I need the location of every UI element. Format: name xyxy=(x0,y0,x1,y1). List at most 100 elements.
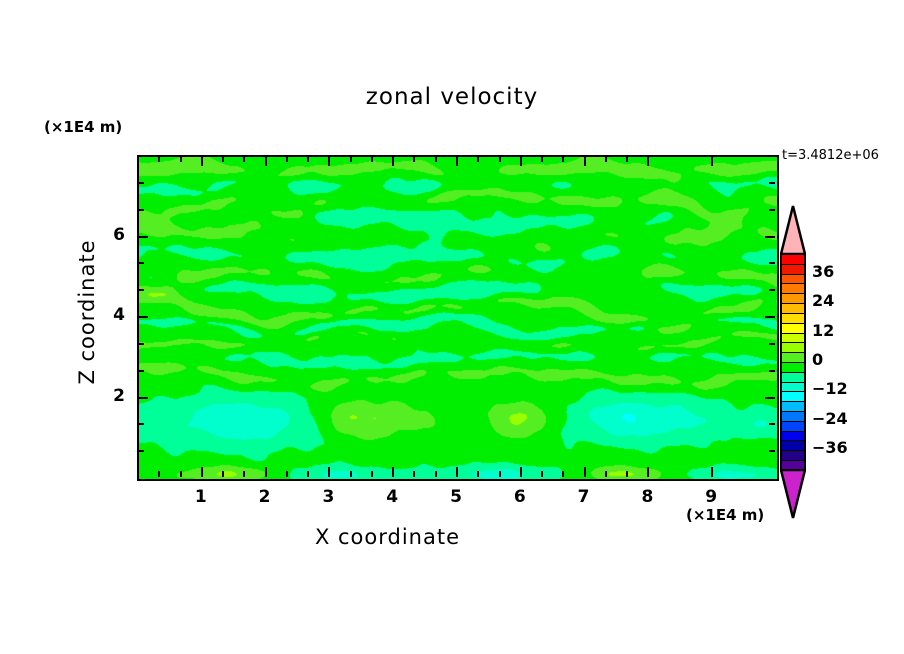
colorbar-bottom-arrow-icon xyxy=(779,468,807,519)
x-axis-title: X coordinate xyxy=(314,525,461,549)
y-major-tick xyxy=(138,396,148,399)
y-minor-tick xyxy=(138,369,144,372)
x-major-tick xyxy=(583,467,586,477)
x-major-tick xyxy=(328,467,331,477)
x-minor-tick xyxy=(243,471,246,477)
y-minor-tick-right xyxy=(769,369,775,372)
colorbar-tick-label: −24 xyxy=(812,408,848,428)
colorbar-swatch xyxy=(782,284,804,295)
x-major-tick xyxy=(519,467,522,477)
y-minor-tick xyxy=(138,181,144,184)
colorbar-swatch xyxy=(782,294,804,305)
y-minor-tick xyxy=(138,342,144,345)
y-major-tick xyxy=(138,316,148,318)
x-major-tick xyxy=(711,467,714,477)
colorbar-tick-label: −12 xyxy=(812,379,848,399)
x-major-tick-top xyxy=(711,156,714,166)
y-minor-tick-right xyxy=(769,181,775,184)
x-minor-tick-top xyxy=(307,156,310,162)
x-axis-unit-label: (×1E4 m) xyxy=(686,506,765,524)
y-minor-tick-right xyxy=(769,208,775,211)
colorbar-tick-label: 12 xyxy=(812,320,835,340)
contour-plot-area[interactable] xyxy=(137,155,779,481)
x-minor-tick-top xyxy=(285,156,288,162)
x-major-tick-top xyxy=(200,156,203,166)
x-major-tick xyxy=(392,467,395,477)
colorbar-tick-label: 36 xyxy=(812,261,835,281)
colorbar-swatch xyxy=(782,304,804,314)
x-minor-tick-top xyxy=(477,156,480,162)
x-tick-label: 7 xyxy=(577,487,590,507)
x-tick-label: 2 xyxy=(258,487,271,507)
colorbar-swatch xyxy=(782,274,804,285)
x-minor-tick xyxy=(477,471,480,477)
x-minor-tick xyxy=(370,471,373,477)
x-minor-tick xyxy=(626,471,629,477)
x-minor-tick-top xyxy=(349,156,352,162)
y-major-tick-right xyxy=(765,316,775,318)
colorbar-top-arrow-icon xyxy=(779,205,807,256)
x-minor-tick xyxy=(158,471,161,477)
x-minor-tick-top xyxy=(222,156,225,162)
y-major-tick-right xyxy=(765,235,775,238)
x-major-tick xyxy=(456,467,458,477)
x-major-tick-top xyxy=(647,156,650,166)
x-tick-label: 1 xyxy=(194,487,207,507)
x-minor-tick xyxy=(541,471,544,477)
x-minor-tick xyxy=(604,471,607,477)
x-minor-tick xyxy=(179,471,182,477)
colorbar-swatch xyxy=(782,382,804,393)
x-minor-tick xyxy=(222,471,225,477)
colorbar-swatch xyxy=(782,421,804,432)
y-tick-label: 4 xyxy=(113,305,125,325)
x-major-tick xyxy=(264,467,267,477)
colorbar-tick-label: −36 xyxy=(812,438,848,458)
colorbar-swatch xyxy=(782,412,804,422)
colorbar[interactable]: 36 24 12 0 −12 −24 −36 xyxy=(779,205,848,519)
x-tick-label: 5 xyxy=(450,487,462,507)
y-minor-tick-right xyxy=(769,423,775,426)
x-minor-tick xyxy=(285,471,288,477)
x-major-tick-top xyxy=(519,156,522,166)
velocity-field-canvas xyxy=(139,157,777,479)
y-minor-tick xyxy=(138,208,144,211)
colorbar-swatch xyxy=(782,451,804,462)
y-major-tick-right xyxy=(765,396,775,399)
x-minor-tick-top xyxy=(158,156,161,162)
x-minor-tick xyxy=(349,471,352,477)
colorbar-swatch xyxy=(782,353,804,363)
x-minor-tick-top xyxy=(243,156,246,162)
x-minor-tick xyxy=(434,471,437,477)
colorbar-swatch xyxy=(782,343,804,354)
time-stamp-label: t=3.4812e+06 xyxy=(782,148,879,163)
colorbar-swatch xyxy=(782,461,804,471)
y-tick-label: 2 xyxy=(113,385,125,406)
y-minor-tick xyxy=(138,450,144,453)
y-minor-tick-right xyxy=(769,342,775,345)
x-tick-label: 9 xyxy=(705,487,718,507)
x-major-tick-top xyxy=(392,156,395,166)
y-minor-tick-right xyxy=(769,289,775,292)
x-minor-tick xyxy=(307,471,310,477)
x-minor-tick-top xyxy=(434,156,437,162)
colorbar-swatch xyxy=(782,402,804,412)
x-major-tick-top xyxy=(264,156,267,166)
x-minor-tick xyxy=(413,471,416,477)
x-minor-tick-top xyxy=(413,156,416,162)
x-minor-tick-top xyxy=(626,156,629,162)
y-minor-tick xyxy=(138,262,144,265)
y-minor-tick-right xyxy=(769,262,775,265)
y-minor-tick xyxy=(138,289,144,292)
x-major-tick xyxy=(200,467,203,477)
colorbar-tick-label: 0 xyxy=(812,350,824,369)
colorbar-swatch xyxy=(782,372,804,383)
x-minor-tick-top xyxy=(498,156,501,162)
x-tick-label: 8 xyxy=(641,487,654,507)
x-tick-label: 3 xyxy=(322,487,335,507)
y-tick-label: 6 xyxy=(113,224,125,245)
x-minor-tick-top xyxy=(370,156,373,162)
y-axis-unit-label: (×1E4 m) xyxy=(44,118,123,136)
y-minor-tick-right xyxy=(769,450,775,453)
x-major-tick-top xyxy=(583,156,586,166)
colorbar-swatch xyxy=(782,333,804,344)
